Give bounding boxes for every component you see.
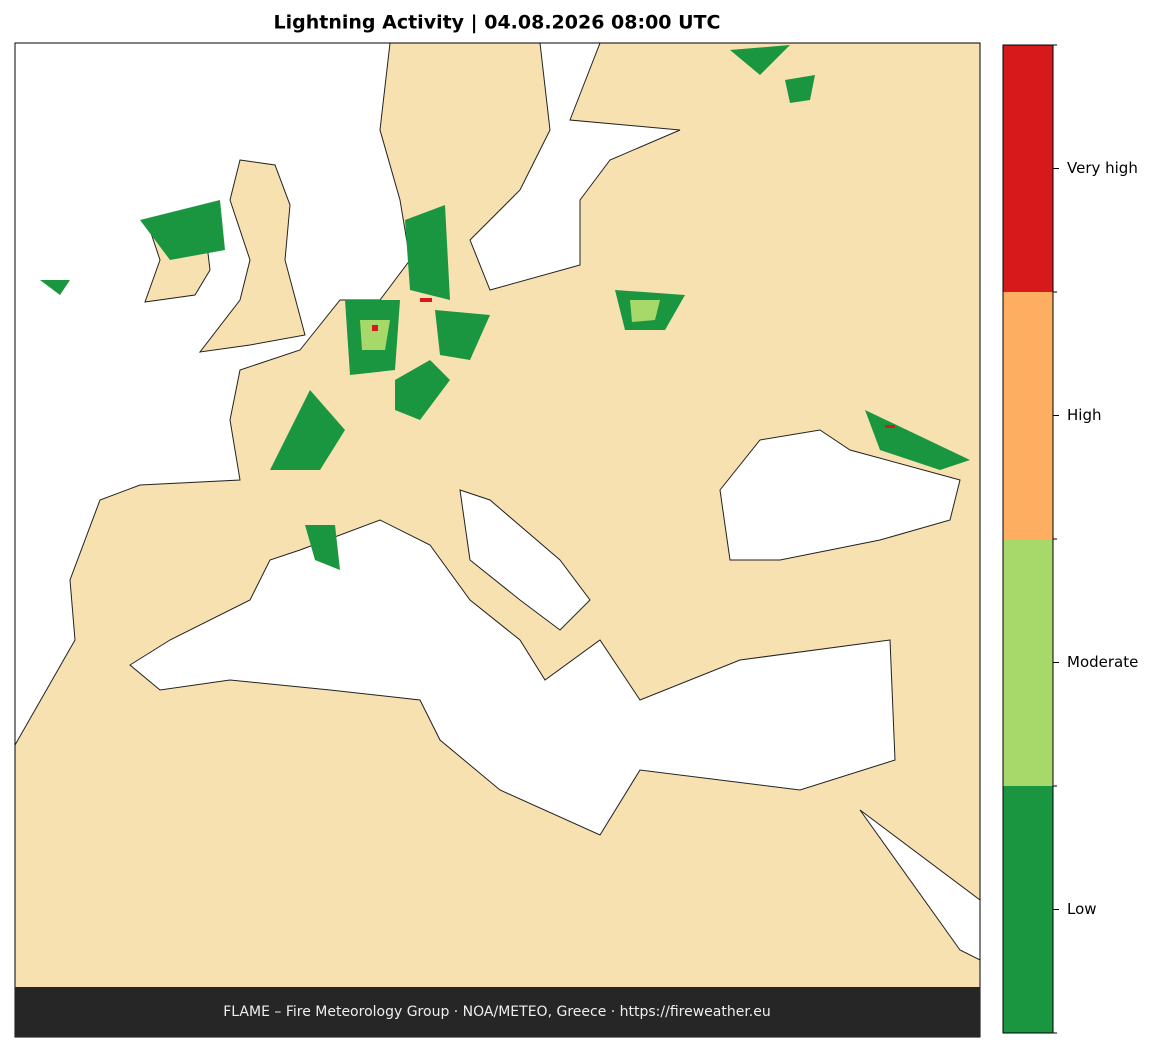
baltic	[469, 42, 681, 291]
great-britain	[198, 159, 306, 353]
colorbar-segment	[1003, 292, 1053, 539]
adriatic	[459, 489, 591, 631]
colorbar-segment	[1003, 786, 1053, 1033]
colorbar-label: Low	[1067, 900, 1097, 918]
black-sea	[719, 429, 961, 561]
colorbar-label: Very high	[1067, 159, 1138, 177]
colorbar-label: Moderate	[1067, 653, 1138, 671]
colorbar-segment	[1003, 539, 1053, 786]
map: FLAME – Fire Meteorology Group · NOA/MET…	[14, 42, 981, 1038]
map-title: Lightning Activity | 04.08.2026 08:00 UT…	[274, 12, 721, 34]
atlantic	[14, 42, 411, 747]
lightning	[40, 45, 970, 570]
colorbar-segment	[1003, 45, 1053, 292]
footer-text: FLAME – Fire Meteorology Group · NOA/MET…	[223, 1004, 771, 1020]
colorbar: Very high High Moderate Low	[1002, 44, 1138, 1034]
mediterranean	[129, 519, 896, 836]
colorbar-label: High	[1067, 406, 1101, 424]
footer-bar	[15, 987, 980, 1037]
colorbar-frame	[1002, 44, 1054, 1034]
